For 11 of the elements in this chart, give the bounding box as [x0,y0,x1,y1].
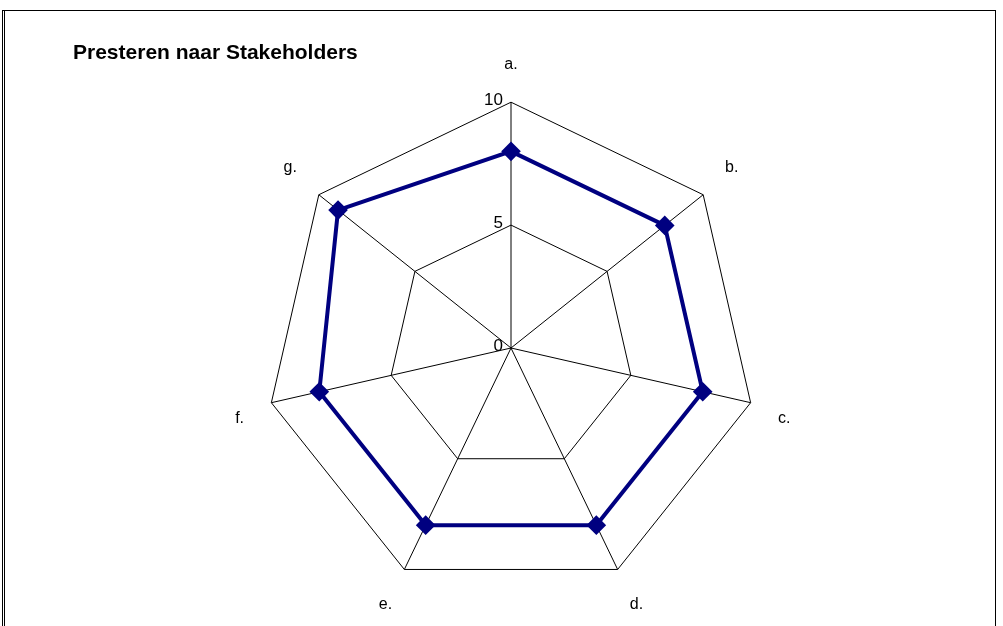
y-tick-label: 5 [493,212,503,232]
spoke-label: e. [378,594,393,612]
chart-title: Presteren naar Stakeholders [73,40,358,64]
y-tick-label: 0 [493,335,503,355]
spoke-label: d. [629,594,644,612]
spoke-label: c. [777,408,791,426]
spoke-label: g. [283,158,297,176]
spoke-label: f. [235,408,245,426]
y-tick-label: 10 [484,89,503,109]
spoke-label: a. [504,55,518,73]
spoke-label: b. [725,158,739,176]
